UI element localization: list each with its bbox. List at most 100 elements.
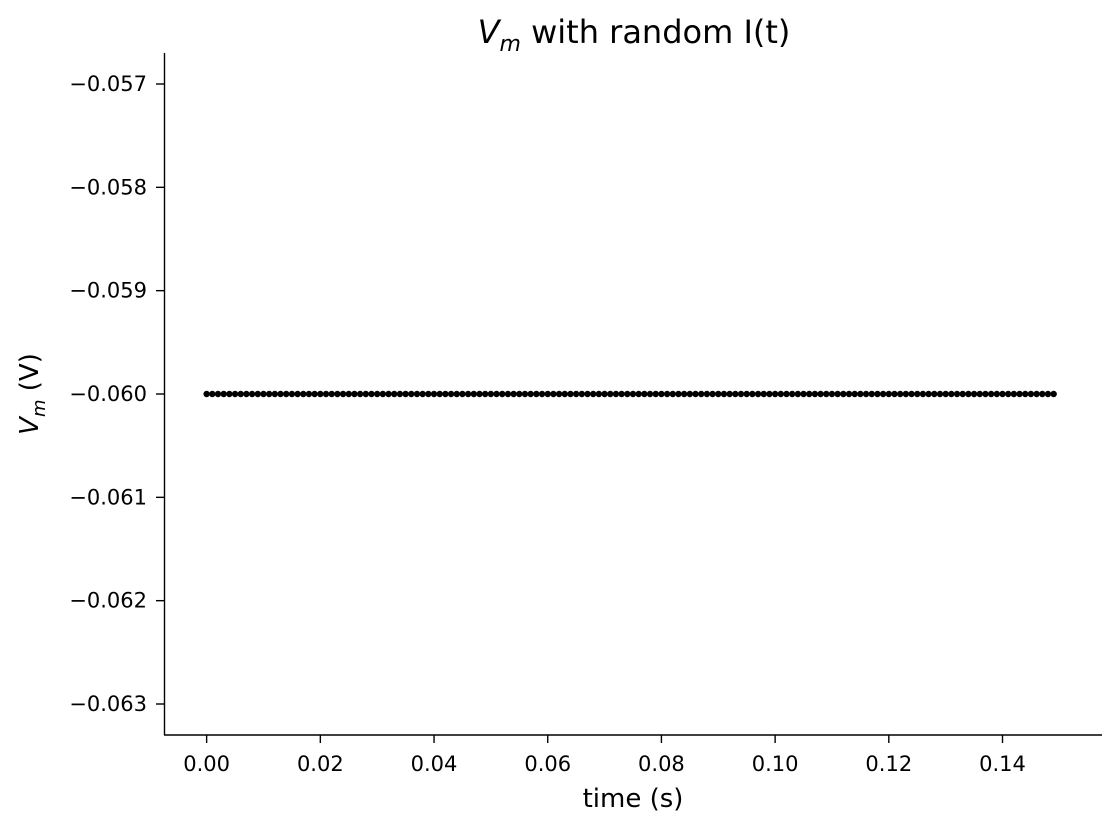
data-point — [317, 390, 324, 398]
data-point — [874, 390, 881, 398]
chart-title-var: V — [478, 13, 502, 51]
data-point — [885, 390, 893, 398]
data-point — [209, 390, 216, 398]
data-point — [345, 390, 352, 398]
data-point — [538, 390, 546, 398]
data-point — [356, 390, 364, 398]
data-point — [265, 390, 273, 398]
x-tick-label: 0.10 — [752, 752, 799, 776]
data-point — [953, 390, 961, 398]
data-point — [629, 390, 637, 398]
data-point — [425, 390, 432, 398]
y-axis-label-var: V — [15, 415, 45, 435]
x-axis: 0.00 0.02 0.04 0.06 0.08 0.10 0.12 0.14 — [183, 735, 1026, 776]
data-point — [339, 390, 347, 398]
data-point — [834, 390, 841, 398]
data-point — [680, 390, 688, 398]
data-point — [914, 390, 921, 398]
chart-title: Vm with random I(t) — [478, 13, 791, 57]
data-point — [857, 390, 864, 398]
data-point — [987, 390, 995, 398]
data-point — [612, 390, 620, 398]
data-point — [499, 390, 506, 398]
data-point — [749, 390, 756, 398]
data-point — [572, 390, 580, 398]
y-tick-label: −0.063 — [69, 692, 147, 716]
data-point — [1027, 390, 1035, 398]
data-point — [590, 390, 597, 398]
data-point — [408, 390, 415, 398]
data-point — [555, 390, 563, 398]
data-point — [788, 390, 796, 398]
data-point — [908, 390, 915, 398]
data-point — [766, 390, 773, 398]
data-point — [658, 390, 665, 398]
data-point — [806, 390, 813, 398]
data-point — [1016, 390, 1023, 398]
data-point — [925, 390, 932, 398]
data-point — [271, 390, 279, 398]
data-point — [607, 390, 614, 398]
data-point — [891, 390, 898, 398]
data-point — [334, 390, 341, 398]
data-point — [237, 390, 244, 398]
data-point — [527, 390, 534, 398]
y-axis-label-sub: m — [29, 400, 50, 418]
data-point — [595, 390, 603, 398]
data-point — [578, 390, 586, 398]
data-point — [248, 390, 256, 398]
data-point — [646, 390, 654, 398]
data-point — [442, 390, 449, 398]
y-axis-label-rest: (V) — [15, 353, 45, 399]
data-point — [675, 390, 682, 398]
data-point — [305, 390, 313, 398]
y-axis-label: Vm (V) — [15, 353, 50, 435]
data-point — [379, 390, 387, 398]
y-tick-label: −0.061 — [69, 485, 147, 509]
data-point — [919, 390, 927, 398]
x-tick-label: 0.12 — [865, 752, 912, 776]
data-point — [436, 390, 443, 398]
data-point — [715, 390, 722, 398]
data-point — [698, 390, 705, 398]
data-point — [800, 390, 807, 398]
data-point — [231, 390, 239, 398]
data-point — [283, 390, 290, 398]
data-point — [624, 390, 631, 398]
data-point — [214, 390, 222, 398]
plot-area — [203, 390, 1057, 398]
y-tick-label: −0.060 — [69, 382, 147, 406]
data-point — [663, 390, 671, 398]
data-point — [942, 390, 949, 398]
data-point — [1044, 390, 1052, 398]
data-point — [1010, 390, 1018, 398]
data-point — [294, 390, 301, 398]
data-point — [203, 390, 210, 398]
chart-title-rest: with random I(t) — [521, 13, 790, 51]
data-point — [1005, 390, 1012, 398]
data-point — [567, 390, 574, 398]
data-point — [470, 390, 478, 398]
data-point — [709, 390, 716, 398]
data-point — [243, 390, 250, 398]
data-point — [447, 390, 455, 398]
y-tick-label: −0.057 — [69, 72, 147, 96]
data-point — [351, 390, 358, 398]
data-point — [868, 390, 875, 398]
data-point — [982, 390, 989, 398]
data-point — [936, 390, 944, 398]
data-point — [959, 390, 966, 398]
data-point — [845, 390, 853, 398]
data-point — [737, 390, 745, 398]
data-point — [328, 390, 335, 398]
data-point — [965, 390, 972, 398]
x-tick-label: 0.04 — [411, 752, 458, 776]
data-point — [516, 390, 523, 398]
data-point — [794, 390, 802, 398]
data-point — [550, 390, 557, 398]
data-point — [771, 390, 779, 398]
data-point — [641, 390, 648, 398]
data-point — [277, 390, 284, 398]
y-tick-label: −0.058 — [69, 175, 147, 199]
data-point — [481, 390, 489, 398]
